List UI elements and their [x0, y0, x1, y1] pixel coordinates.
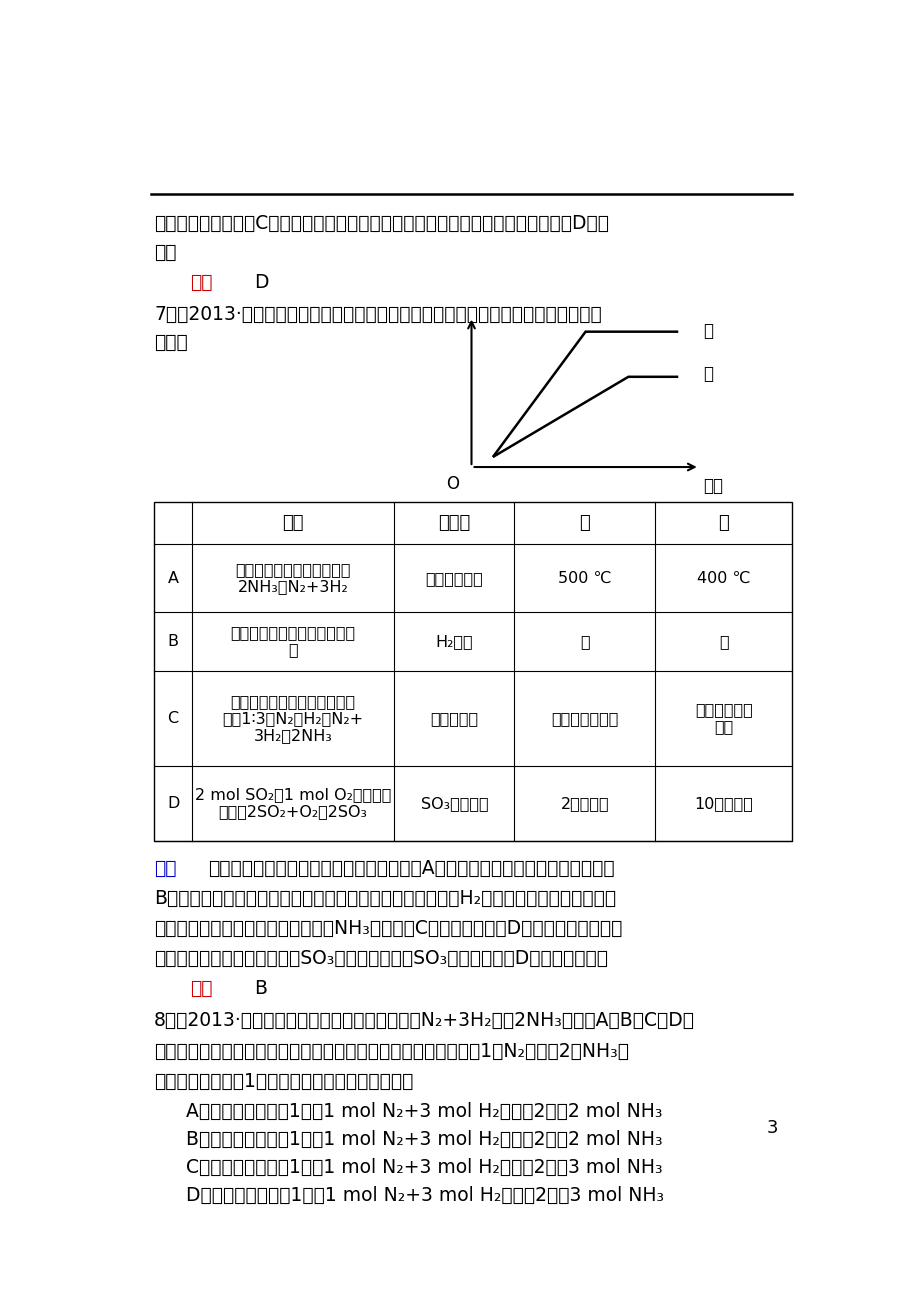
Text: C．恒温恒容；操作1：加1 mol N₂+3 mol H₂，操作2：加3 mol NH₃: C．恒温恒容；操作1：加1 mol N₂+3 mol H₂，操作2：加3 mol… — [186, 1157, 663, 1177]
Text: （　）: （ ） — [154, 333, 187, 352]
Text: 相同质量氨，在同一容器中: 相同质量氨，在同一容器中 — [235, 562, 350, 577]
Text: 2 mol SO₂和1 mol O₂，在相同: 2 mol SO₂和1 mol O₂，在相同 — [195, 788, 391, 802]
Text: 化率之和一定不为1的是（起始体积相同）（　　）: 化率之和一定不为1的是（起始体积相同）（ ） — [154, 1072, 414, 1091]
Text: 乙: 乙 — [718, 514, 729, 533]
Text: 7．（2013·大庆实验中学模拟）下列表格中的各种情况，可以用下图的曲线表示的是: 7．（2013·大庆实验中学模拟）下列表格中的各种情况，可以用下图的曲线表示的是 — [154, 305, 601, 324]
Text: D: D — [166, 796, 179, 811]
Text: 2NH₃　N₂+3H₂: 2NH₃ N₂+3H₂ — [237, 579, 348, 594]
Text: B: B — [254, 979, 267, 999]
Text: 3H₂　2NH₃: 3H₂ 2NH₃ — [254, 728, 333, 742]
Text: 观察所给曲线的特点知，乙比甲反应快，A项中甲温度高反应快，不符合题意；: 观察所给曲线的特点知，乙比甲反应快，A项中甲温度高反应快，不符合题意； — [208, 859, 614, 878]
Text: 时间: 时间 — [702, 477, 722, 495]
Text: 活性高的催化剂: 活性高的催化剂 — [550, 711, 618, 725]
Text: 钾: 钾 — [718, 634, 728, 648]
Text: 500 ℃: 500 ℃ — [558, 570, 611, 586]
Text: 化剂只能加快反应速率，但不会影响NH₃的浓度，C项不符合题意；D项压强大反应快，且: 化剂只能加快反应速率，但不会影响NH₃的浓度，C项不符合题意；D项压强大反应快，… — [154, 919, 622, 939]
Text: C: C — [167, 711, 178, 725]
Text: 甲: 甲 — [702, 322, 712, 340]
Text: 解析: 解析 — [154, 859, 176, 878]
Text: 3: 3 — [766, 1118, 777, 1137]
Text: B: B — [167, 634, 178, 648]
Text: 2个大气压: 2个大气压 — [560, 796, 608, 811]
Text: B项钾比钠活泼，与水反应快，但等质量的钾、钠，钠产生的H₂质量多，符合题意；使用催: B项钾比钠活泼，与水反应快，但等质量的钾、钠，钠产生的H₂质量多，符合题意；使用… — [154, 889, 616, 907]
Text: 确。: 确。 — [154, 242, 176, 262]
Text: 反应: 反应 — [282, 514, 303, 533]
Text: 等质量钾、钠分别与足量水反: 等质量钾、钠分别与足量水反 — [231, 625, 356, 641]
Text: 纵坐标: 纵坐标 — [437, 514, 470, 533]
Text: 8．（2013·哈尔滨第九中学模拟）合成氨反应为N₂+3H₂　　2NH₃，今有A、B、C、D四: 8．（2013·哈尔滨第九中学模拟）合成氨反应为N₂+3H₂ 2NH₃，今有A、… — [154, 1012, 695, 1030]
Text: A: A — [167, 570, 178, 586]
Text: 400 ℃: 400 ℃ — [697, 570, 750, 586]
Text: 温度下2SO₂+O₂　2SO₃: 温度下2SO₂+O₂ 2SO₃ — [219, 805, 368, 819]
Bar — [154, 503, 791, 841]
Text: B．恒温恒压；操作1：加1 mol N₂+3 mol H₂，操作2：加2 mol NH₃: B．恒温恒压；操作1：加1 mol N₂+3 mol H₂，操作2：加2 mol… — [186, 1130, 663, 1148]
Text: 乙: 乙 — [702, 365, 712, 383]
Text: SO₃物质的量: SO₃物质的量 — [420, 796, 488, 811]
Text: 答案: 答案 — [189, 979, 212, 999]
Text: 应: 应 — [288, 642, 298, 658]
Text: O: O — [445, 475, 459, 493]
Text: 答案: 答案 — [189, 272, 212, 292]
Text: D: D — [254, 272, 268, 292]
Text: 活性一般的催: 活性一般的催 — [694, 702, 752, 717]
Text: H₂质量: H₂质量 — [435, 634, 472, 648]
Text: 10个大气压: 10个大气压 — [694, 796, 753, 811]
Text: 氨气的转化率: 氨气的转化率 — [425, 570, 482, 586]
Text: 甲: 甲 — [579, 514, 589, 533]
Text: 钠: 钠 — [579, 634, 589, 648]
Text: 氨气的浓度: 氨气的浓度 — [430, 711, 478, 725]
Text: 化剂: 化剂 — [713, 719, 732, 734]
Text: 个容器，每个容器中有两种操作，两种操作分别达到平衡后，操作1中N₂和操作2中NH₃转: 个容器，每个容器中有两种操作，两种操作分别达到平衡后，操作1中N₂和操作2中NH… — [154, 1042, 629, 1061]
Text: D．恒温恒压；操作1：加1 mol N₂+3 mol H₂，操作2：加3 mol NH₃: D．恒温恒压；操作1：加1 mol N₂+3 mol H₂，操作2：加3 mol… — [186, 1186, 664, 1204]
Text: 积比1∶3的N₂、H₂，N₂+: 积比1∶3的N₂、H₂，N₂+ — [222, 711, 363, 725]
Text: A．恒温恒容；操作1：加1 mol N₂+3 mol H₂，操作2：加2 mol NH₃: A．恒温恒容；操作1：加1 mol N₂+3 mol H₂，操作2：加2 mol… — [186, 1101, 662, 1121]
Text: 在体积可变的恒压容器中，体: 在体积可变的恒压容器中，体 — [231, 694, 356, 708]
Text: 增大压强平衡正向移动，生成SO₃的反应快且生成SO₃物质的量多，D项不符合题意。: 增大压强平衡正向移动，生成SO₃的反应快且生成SO₃物质的量多，D项不符合题意。 — [154, 949, 607, 969]
Text: 化分子百分数不变，C项错误；升高温度能增大活化分子百分数，能加快反应速率，D项正: 化分子百分数不变，C项错误；升高温度能增大活化分子百分数，能加快反应速率，D项正 — [154, 215, 608, 233]
